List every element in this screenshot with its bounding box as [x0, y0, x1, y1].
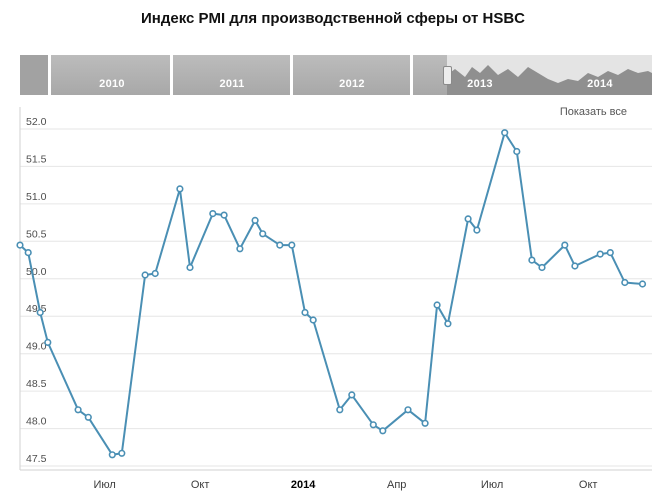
- navigator-range-handle[interactable]: [443, 66, 452, 85]
- data-point-marker[interactable]: [44, 338, 52, 346]
- x-axis-label: Окт: [579, 479, 598, 491]
- data-point-marker[interactable]: [259, 230, 267, 238]
- data-point-marker[interactable]: [24, 249, 32, 257]
- data-point-marker[interactable]: [301, 308, 309, 317]
- y-axis-label: 51.5: [26, 153, 47, 165]
- x-axis-label: Окт: [191, 479, 210, 491]
- data-point-marker[interactable]: [108, 451, 116, 459]
- data-point-marker[interactable]: [74, 406, 82, 414]
- data-point-marker[interactable]: [528, 256, 536, 264]
- pmi-line-chart[interactable]: 52.051.551.050.550.049.549.048.548.047.5…: [0, 95, 666, 500]
- y-axis-label: 50.5: [26, 228, 47, 240]
- x-axis-label: 2014: [291, 479, 316, 491]
- data-point-marker[interactable]: [141, 271, 149, 279]
- navigator-left-cap[interactable]: [20, 55, 51, 95]
- navigator-year-label: 2012: [339, 78, 365, 90]
- pmi-series-line: [19, 131, 643, 456]
- y-axis-label: 49.0: [26, 341, 47, 353]
- navigator-year-separator: [290, 55, 293, 95]
- data-point-marker[interactable]: [501, 129, 509, 137]
- data-point-marker[interactable]: [176, 185, 184, 193]
- navigator-year-label: 2013: [467, 78, 493, 90]
- data-point-marker[interactable]: [379, 427, 387, 435]
- navigator-year-label: 2011: [219, 78, 245, 90]
- data-point-marker[interactable]: [404, 406, 412, 414]
- data-point-marker[interactable]: [561, 241, 569, 249]
- data-point-marker[interactable]: [464, 215, 472, 223]
- data-point-marker[interactable]: [621, 278, 629, 287]
- navigator-mask-region[interactable]: [20, 55, 447, 95]
- range-navigator[interactable]: 2010 2011 2012 2013 2014: [20, 55, 652, 95]
- data-point-marker[interactable]: [473, 226, 481, 234]
- data-point-marker[interactable]: [209, 209, 217, 218]
- y-axis-label: 48.0: [26, 416, 47, 428]
- navigator-year-separator: [410, 55, 413, 95]
- y-axis-label: 47.5: [26, 453, 47, 465]
- data-point-marker[interactable]: [151, 269, 159, 278]
- data-point-marker[interactable]: [596, 250, 604, 258]
- navigator-year-label: 2014: [587, 78, 613, 90]
- data-point-marker[interactable]: [433, 301, 441, 309]
- data-point-marker[interactable]: [513, 147, 521, 156]
- data-point-marker[interactable]: [444, 320, 452, 328]
- data-point-marker[interactable]: [236, 245, 244, 253]
- data-point-marker[interactable]: [36, 308, 44, 317]
- navigator-mini-chart: [447, 65, 652, 95]
- navigator-year-separator: [170, 55, 173, 95]
- data-point-marker[interactable]: [638, 280, 647, 288]
- data-point-marker[interactable]: [348, 391, 356, 399]
- y-axis-label: 50.0: [26, 266, 47, 278]
- data-point-marker[interactable]: [118, 449, 126, 457]
- x-axis-label: Июл: [481, 479, 503, 491]
- navigator-year-label: 2010: [99, 78, 125, 90]
- data-point-marker[interactable]: [16, 241, 24, 249]
- y-axis-label: 51.0: [26, 191, 47, 203]
- chart-title: Индекс PMI для производственной сферы от…: [141, 10, 525, 27]
- data-point-marker[interactable]: [421, 419, 429, 427]
- data-point-marker[interactable]: [336, 406, 344, 414]
- show-all-link[interactable]: Показать все: [559, 106, 627, 118]
- x-axis-label: Апр: [387, 479, 406, 491]
- y-axis-label: 52.0: [26, 116, 47, 128]
- data-point-marker[interactable]: [220, 211, 228, 219]
- data-point-marker[interactable]: [369, 421, 377, 429]
- data-point-marker[interactable]: [571, 262, 579, 270]
- data-point-marker[interactable]: [276, 241, 284, 249]
- data-point-marker[interactable]: [84, 413, 92, 421]
- x-axis-label: Июл: [94, 479, 116, 491]
- y-axis-label: 48.5: [26, 378, 47, 390]
- data-point-marker[interactable]: [538, 263, 546, 272]
- data-point-marker[interactable]: [288, 241, 296, 249]
- data-point-marker[interactable]: [251, 216, 259, 224]
- data-point-marker[interactable]: [606, 249, 614, 257]
- data-point-marker[interactable]: [309, 316, 317, 324]
- data-point-marker[interactable]: [186, 263, 194, 272]
